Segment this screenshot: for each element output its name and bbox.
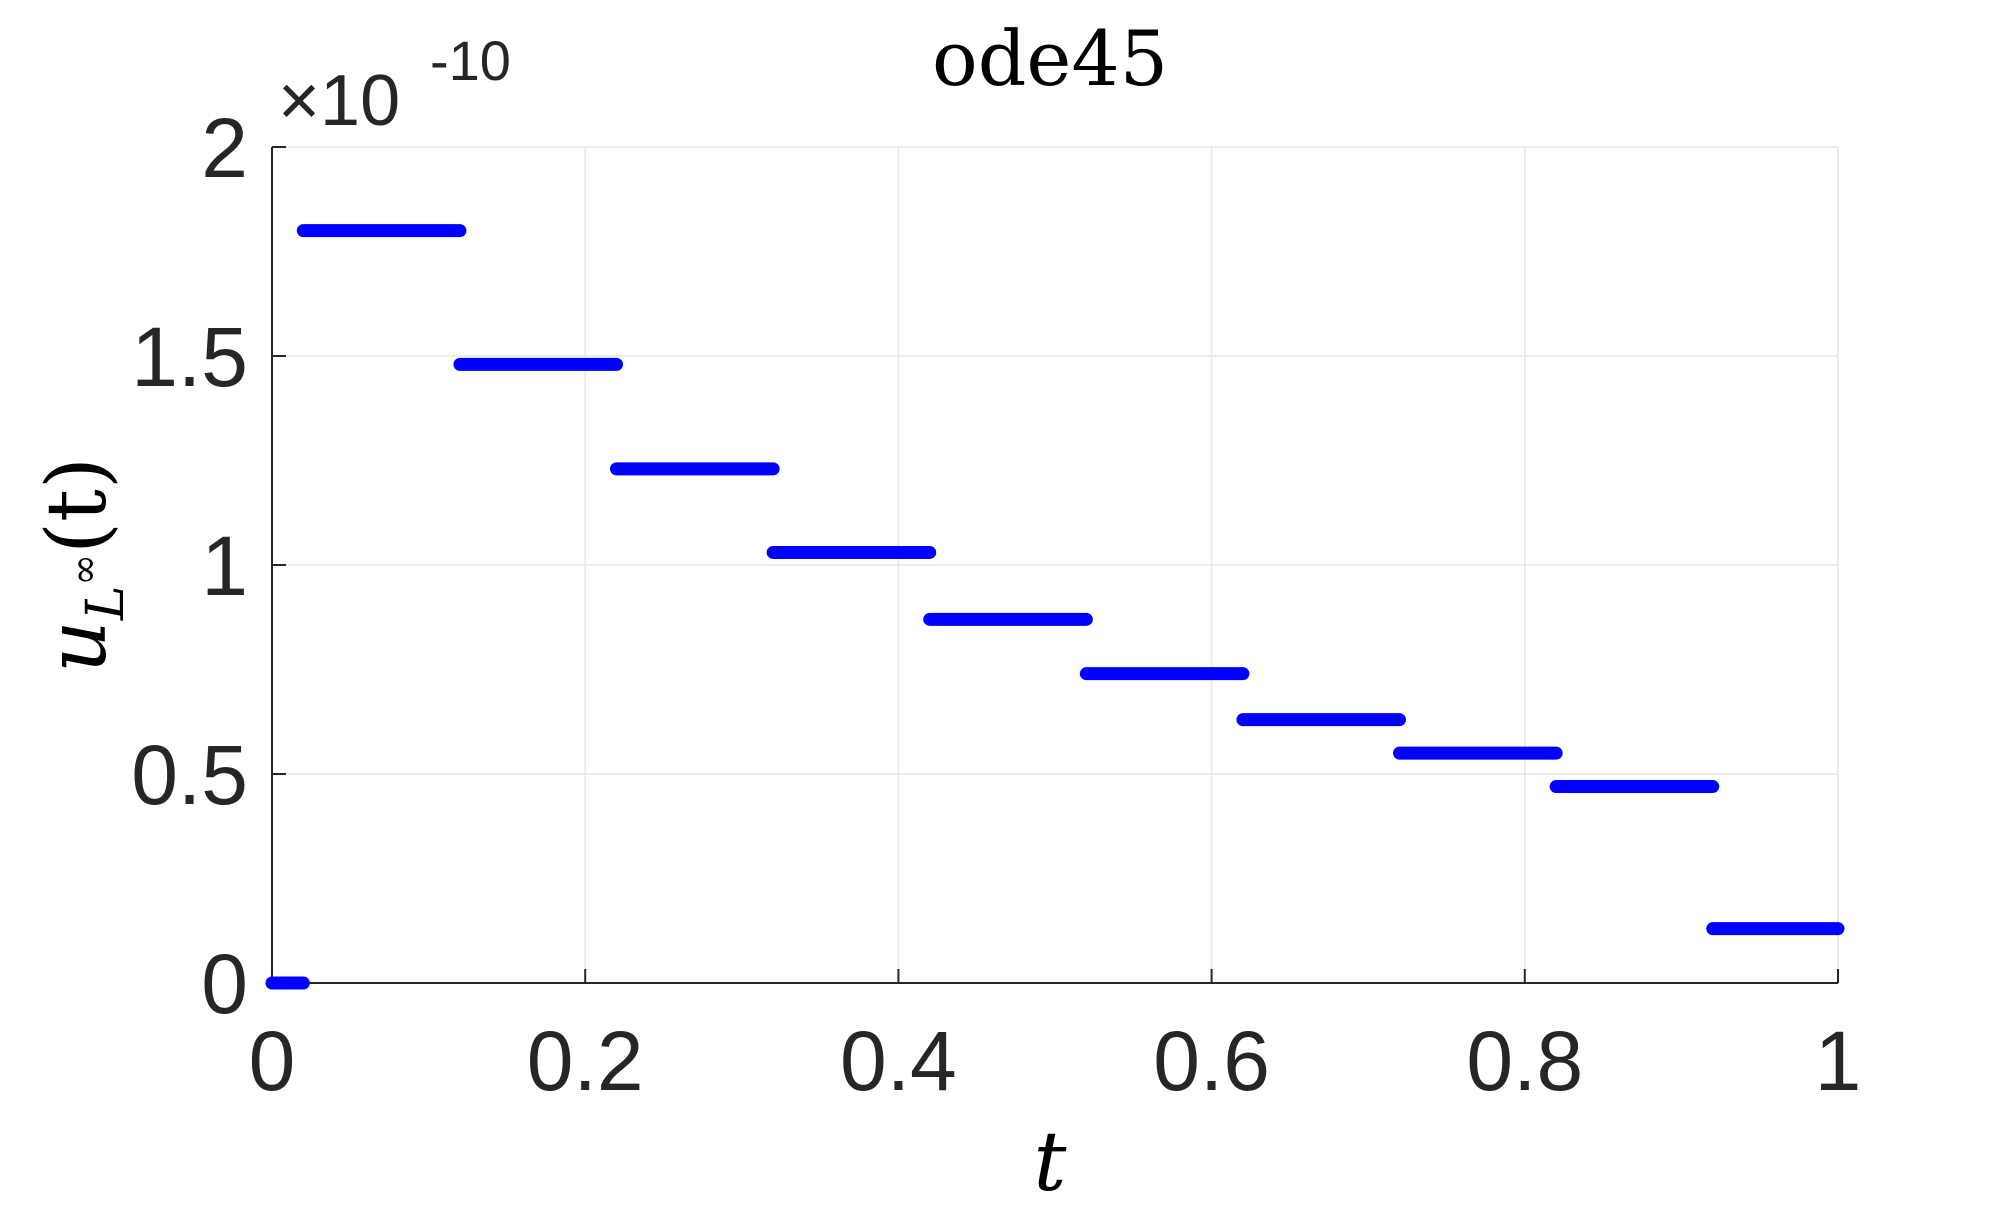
y-scale-exponent: ×10 -10	[278, 29, 511, 141]
x-tick-label-1: 0.2	[527, 1014, 644, 1108]
y-tick-label-1: 0.5	[131, 728, 248, 822]
y-label-arg: (t)	[30, 457, 125, 554]
x-axis-label: t	[1034, 1115, 1068, 1210]
x-tick-label-2: 0.4	[840, 1014, 957, 1108]
chart-title: ode45	[932, 14, 1168, 103]
y-scale-prefix: ×10	[278, 61, 400, 141]
y-label-sup: ∞	[62, 554, 106, 586]
y-tick-label-3: 1.5	[131, 310, 248, 404]
svg-text:uL∞(t): uL∞(t)	[30, 457, 136, 673]
data-series	[265, 224, 1845, 990]
y-label-base: u	[30, 620, 125, 673]
x-axis-ticks: 0 0.2 0.4 0.6 0.8 1	[249, 969, 1862, 1108]
y-tick-label-2: 1	[201, 519, 248, 613]
x-tick-label-5: 1	[1815, 1014, 1862, 1108]
x-tick-label-0: 0	[249, 1014, 296, 1108]
y-axis-label: uL∞(t)	[30, 457, 136, 673]
y-axis-ticks: 0 0.5 1 1.5 2	[131, 101, 286, 1031]
y-tick-label-4: 2	[201, 101, 248, 195]
x-tick-label-3: 0.6	[1153, 1014, 1270, 1108]
x-tick-label-4: 0.8	[1466, 1014, 1583, 1108]
grid	[271, 146, 1839, 984]
y-tick-label-0: 0	[201, 937, 248, 1031]
y-scale-exponent-value: -10	[430, 29, 511, 92]
y-label-sub: L	[76, 586, 136, 622]
